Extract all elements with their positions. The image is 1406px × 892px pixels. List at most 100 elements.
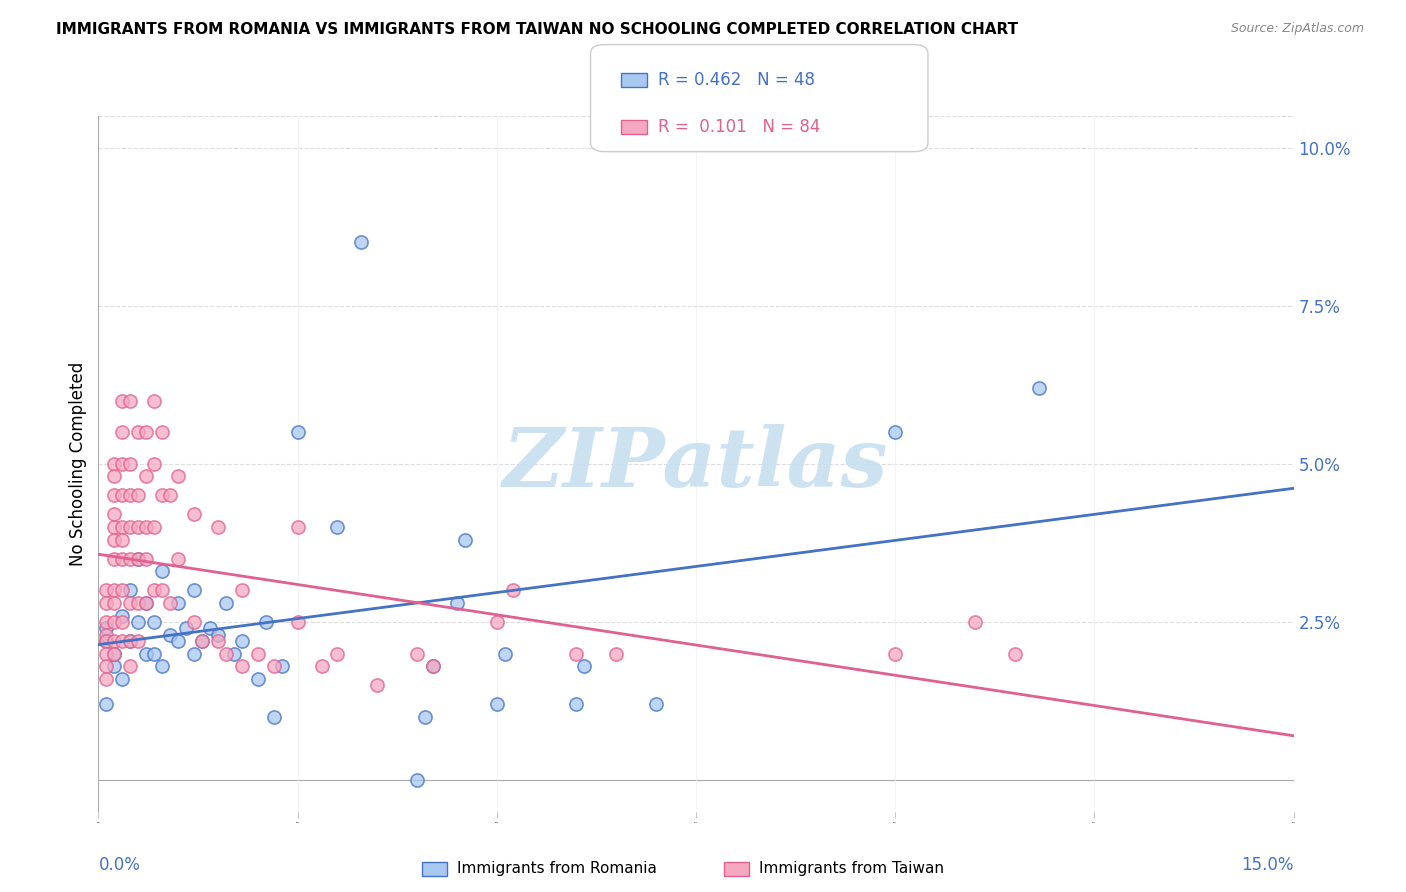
Point bbox=[96, 647, 118, 661]
Point bbox=[150, 488, 173, 502]
Point bbox=[884, 425, 907, 440]
Point bbox=[103, 508, 125, 522]
Point bbox=[215, 596, 238, 610]
Point bbox=[120, 583, 142, 598]
Point bbox=[111, 520, 134, 534]
Text: Source: ZipAtlas.com: Source: ZipAtlas.com bbox=[1230, 22, 1364, 36]
Point bbox=[111, 533, 134, 547]
Point bbox=[143, 520, 166, 534]
Point bbox=[96, 621, 118, 635]
Point bbox=[96, 615, 118, 629]
Point bbox=[111, 488, 134, 502]
Point bbox=[191, 634, 214, 648]
Text: 0.0%: 0.0% bbox=[98, 856, 141, 874]
Point bbox=[103, 647, 125, 661]
Point bbox=[485, 697, 508, 711]
Point bbox=[96, 672, 118, 686]
Point bbox=[103, 469, 125, 483]
Point bbox=[167, 551, 190, 566]
Text: IMMIGRANTS FROM ROMANIA VS IMMIGRANTS FROM TAIWAN NO SCHOOLING COMPLETED CORRELA: IMMIGRANTS FROM ROMANIA VS IMMIGRANTS FR… bbox=[56, 22, 1018, 37]
Point bbox=[167, 469, 190, 483]
Point bbox=[1028, 381, 1050, 395]
Point bbox=[254, 615, 277, 629]
Point bbox=[96, 583, 118, 598]
Point bbox=[143, 583, 166, 598]
Point bbox=[127, 520, 149, 534]
Point bbox=[143, 647, 166, 661]
Text: R = 0.462   N = 48: R = 0.462 N = 48 bbox=[658, 71, 815, 89]
Point bbox=[103, 634, 125, 648]
Point bbox=[103, 533, 125, 547]
Point bbox=[111, 425, 134, 440]
Point bbox=[413, 710, 436, 724]
Point bbox=[485, 615, 508, 629]
Point bbox=[96, 697, 118, 711]
Point bbox=[120, 488, 142, 502]
Point bbox=[246, 647, 269, 661]
Point bbox=[103, 596, 125, 610]
Text: R =  0.101   N = 84: R = 0.101 N = 84 bbox=[658, 118, 820, 136]
Point bbox=[494, 647, 516, 661]
Point bbox=[159, 627, 181, 641]
Point bbox=[287, 520, 309, 534]
Point bbox=[120, 393, 142, 408]
Point bbox=[326, 520, 349, 534]
Point bbox=[422, 659, 444, 673]
Point bbox=[120, 520, 142, 534]
Point bbox=[111, 393, 134, 408]
Point bbox=[183, 647, 205, 661]
Point bbox=[135, 647, 157, 661]
Point bbox=[127, 488, 149, 502]
Point bbox=[207, 634, 229, 648]
Point bbox=[111, 551, 134, 566]
Point bbox=[231, 634, 253, 648]
Point bbox=[183, 583, 205, 598]
Point bbox=[96, 634, 118, 648]
Point bbox=[150, 565, 173, 579]
Point bbox=[159, 596, 181, 610]
Point bbox=[96, 634, 118, 648]
Point bbox=[574, 659, 596, 673]
Point bbox=[127, 634, 149, 648]
Point bbox=[111, 457, 134, 471]
Point bbox=[366, 678, 388, 692]
Point bbox=[207, 627, 229, 641]
Point bbox=[120, 634, 142, 648]
Point bbox=[143, 615, 166, 629]
Point bbox=[135, 469, 157, 483]
Point bbox=[231, 659, 253, 673]
Text: ZIPatlas: ZIPatlas bbox=[503, 424, 889, 504]
Y-axis label: No Schooling Completed: No Schooling Completed bbox=[69, 362, 87, 566]
Point bbox=[127, 615, 149, 629]
Point bbox=[605, 647, 627, 661]
Point bbox=[270, 659, 292, 673]
Point bbox=[287, 615, 309, 629]
Point bbox=[150, 583, 173, 598]
Point bbox=[111, 634, 134, 648]
Point bbox=[222, 647, 245, 661]
Point bbox=[565, 697, 588, 711]
Text: Immigrants from Romania: Immigrants from Romania bbox=[457, 862, 657, 876]
Point bbox=[231, 583, 253, 598]
Point bbox=[127, 596, 149, 610]
Point bbox=[565, 647, 588, 661]
Point bbox=[183, 508, 205, 522]
Point bbox=[150, 659, 173, 673]
Point bbox=[326, 647, 349, 661]
Point bbox=[215, 647, 238, 661]
Point bbox=[311, 659, 333, 673]
Point bbox=[120, 457, 142, 471]
Point bbox=[454, 533, 477, 547]
Point bbox=[135, 551, 157, 566]
Point bbox=[96, 627, 118, 641]
Point bbox=[191, 634, 214, 648]
Point bbox=[103, 615, 125, 629]
Point bbox=[143, 393, 166, 408]
Point bbox=[422, 659, 444, 673]
Point bbox=[963, 615, 986, 629]
Point bbox=[143, 457, 166, 471]
Text: 15.0%: 15.0% bbox=[1241, 856, 1294, 874]
Point bbox=[1004, 647, 1026, 661]
Point bbox=[135, 596, 157, 610]
Point bbox=[120, 551, 142, 566]
